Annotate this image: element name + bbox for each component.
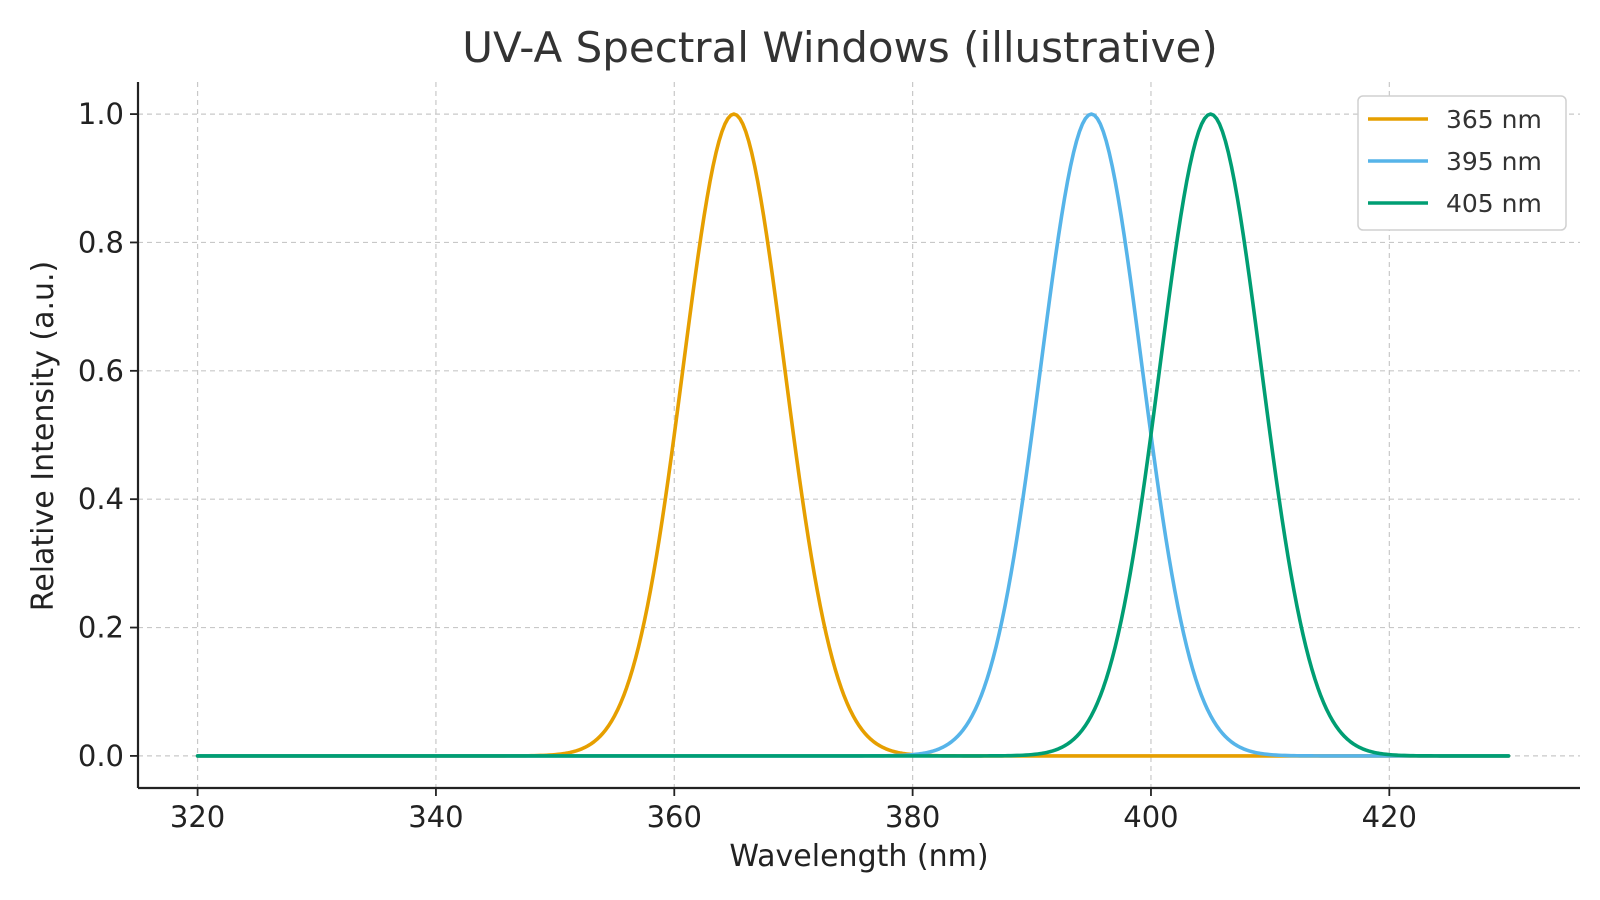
x-tick-label: 380 — [885, 800, 940, 834]
series-line-365 — [195, 112, 1511, 758]
y-tick-label: 0.2 — [78, 611, 124, 645]
legend-label-405: 405 nm — [1446, 189, 1542, 218]
series-line-395 — [195, 112, 1511, 758]
series-line-405 — [195, 112, 1511, 758]
y-axis-label: Relative Intensity (a.u.) — [26, 261, 61, 612]
x-tick-label: 400 — [1123, 800, 1178, 834]
y-tick-label: 0.0 — [78, 739, 124, 773]
y-tick-label: 0.8 — [78, 225, 124, 259]
y-tick-label: 1.0 — [78, 97, 124, 131]
chart-title: UV-A Spectral Windows (illustrative) — [462, 23, 1218, 72]
legend-label-365: 365 nm — [1446, 105, 1542, 134]
x-tick-label: 340 — [408, 800, 463, 834]
axes — [136, 82, 1580, 790]
y-ticks: 0.0 0.2 0.4 0.6 0.8 1.0 — [78, 97, 138, 773]
x-axis-label: Wavelength (nm) — [729, 839, 988, 874]
x-tick-label: 320 — [170, 800, 225, 834]
x-ticks: 320 340 360 380 400 420 — [170, 788, 1417, 834]
series-lines — [195, 112, 1511, 758]
legend: 365 nm 395 nm 405 nm — [1357, 95, 1567, 231]
x-tick-label: 360 — [647, 800, 702, 834]
y-tick-label: 0.6 — [78, 354, 124, 388]
legend-frame — [1357, 95, 1567, 231]
legend-label-395: 395 nm — [1446, 147, 1542, 176]
y-tick-label: 0.4 — [78, 482, 124, 516]
x-tick-label: 420 — [1362, 800, 1417, 834]
